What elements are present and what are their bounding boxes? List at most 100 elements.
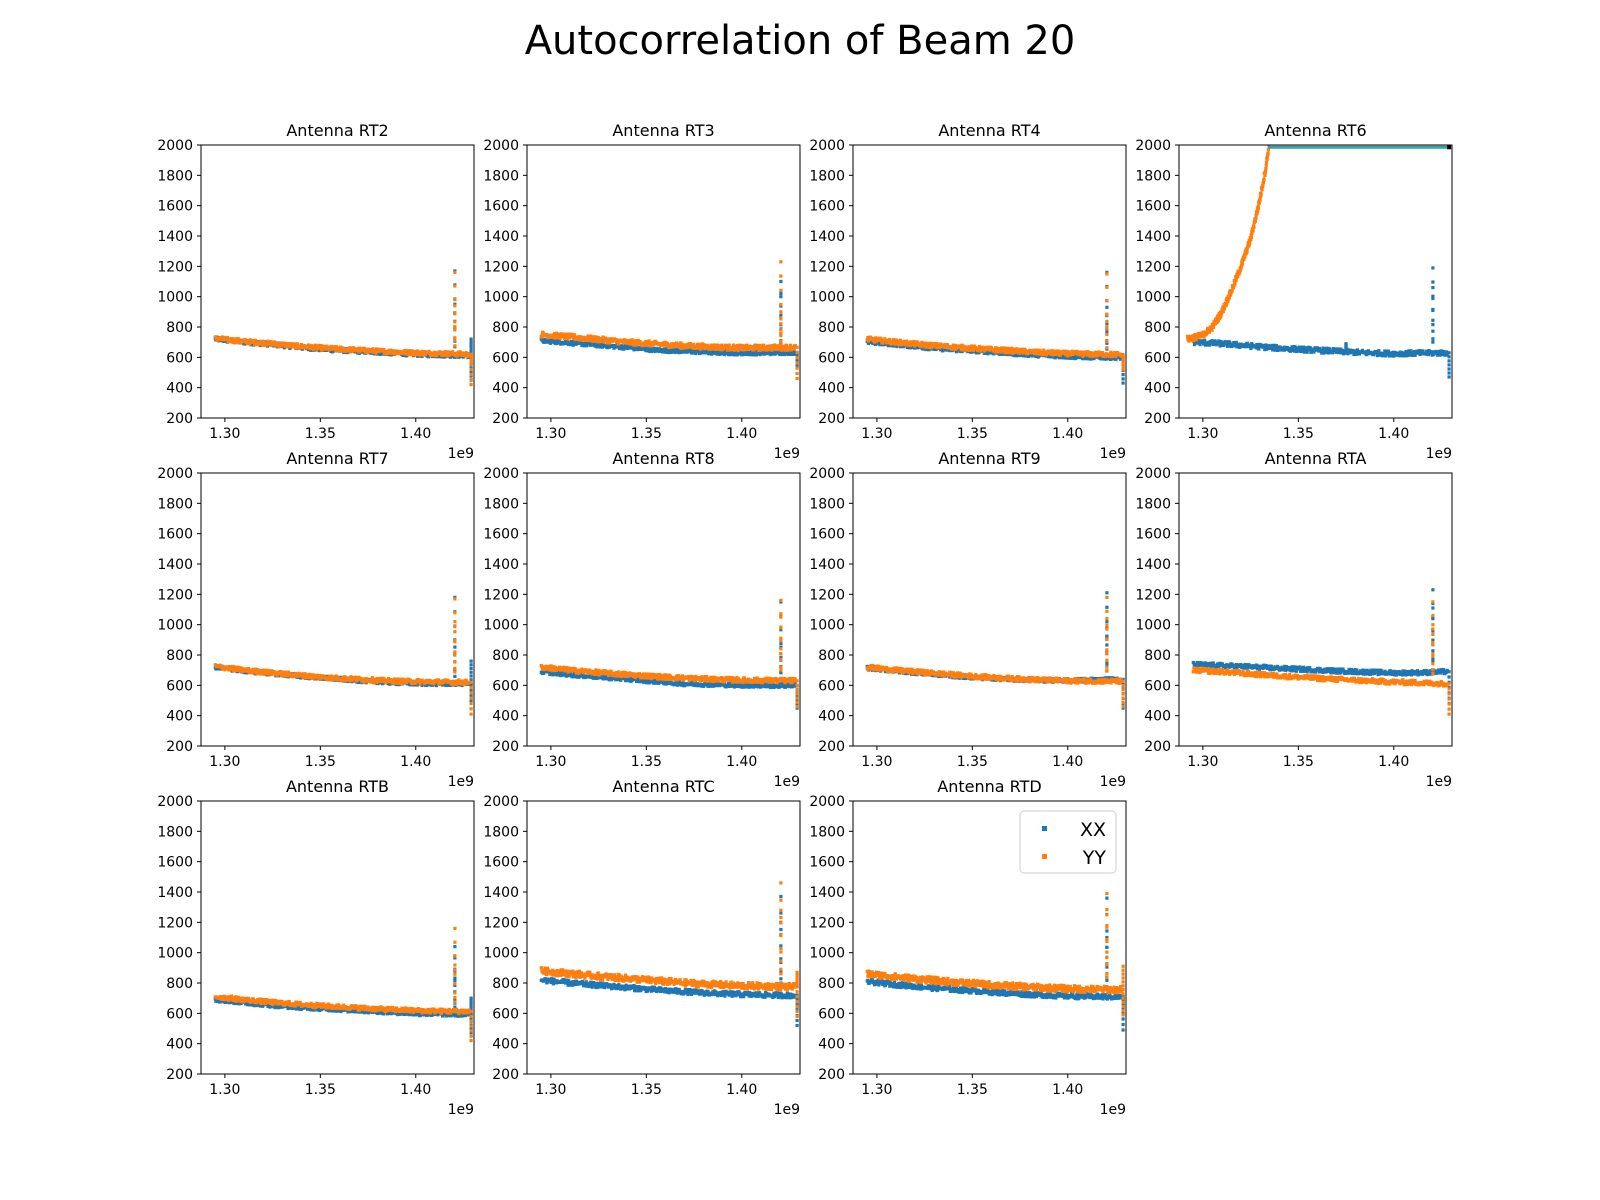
data-point [886,344,891,348]
data-point [719,348,723,352]
spike-point [453,298,457,302]
data-point [414,352,419,356]
spike-point [779,334,783,338]
data-point [727,343,731,347]
data-point [1006,346,1010,350]
data-point [424,352,428,357]
data-point [962,344,966,348]
x-offset-label: 1e9 [448,446,474,462]
data-point [757,348,761,352]
spike-point [1121,377,1125,381]
data-point [383,352,387,356]
data-point [1111,354,1115,359]
y-tick-label: 2000 [483,138,519,154]
plot-area [539,260,799,381]
data-point [458,350,462,354]
data-point [874,336,878,340]
data-point [770,348,774,352]
data-point [925,348,929,352]
data-point [604,336,608,340]
data-point [774,347,778,352]
data-point [789,348,793,352]
y-tick-label: 200 [492,411,519,427]
data-point [248,342,252,346]
panel-title: Antenna RT3 [612,121,714,140]
data-point [762,343,766,347]
spike-point [469,352,473,356]
spike-point [779,316,783,320]
data-point [908,346,912,350]
spike-point [469,383,473,387]
data-point [977,344,981,349]
spike-point [469,348,473,352]
data-point [1081,354,1085,358]
data-point [542,340,546,344]
data-point [1012,354,1016,358]
data-point [540,337,545,341]
data-point [691,342,695,346]
data-point [1034,354,1038,358]
data-point [954,347,958,351]
spike-point [795,357,799,362]
spike-point [469,340,473,344]
data-point [866,339,871,343]
y-tick-label: 800 [492,320,519,336]
data-point [570,340,574,344]
data-point [597,340,602,344]
data-point [404,348,408,352]
data-point [408,349,412,353]
data-point [350,349,354,354]
data-point [1119,357,1123,361]
spike-point [795,377,799,381]
data-point [1064,349,1068,353]
spike-point [1105,322,1109,326]
data-point [279,341,283,345]
spike-point [469,370,473,374]
data-point [674,341,679,345]
data-point [922,345,926,349]
spike-point [453,325,457,329]
data-point [979,349,983,353]
data-point [679,346,683,350]
data-point [793,352,797,356]
data-point [794,345,797,349]
data-point [895,344,899,349]
y-tick-label: 1200 [483,259,519,275]
y-tick-label: 1800 [157,168,193,184]
data-point [939,342,943,346]
x-tick-label: 1.40 [400,426,431,442]
x-tick-label: 1.35 [631,426,662,442]
data-point [1000,346,1004,350]
spike-point [779,260,783,264]
spike-point [469,345,473,349]
data-point [671,345,675,349]
data-point [955,349,959,354]
series-yy [539,260,799,381]
spike-point [795,371,799,375]
data-point [617,341,621,345]
data-point [650,349,654,354]
spike-point [469,337,473,341]
data-point [555,341,559,345]
spike-point [1105,305,1109,309]
data-point [468,353,471,356]
data-point [1008,347,1012,351]
x-offset-label: 1e9 [774,446,800,462]
data-point [670,350,674,354]
data-point [225,336,229,340]
data-point [308,347,313,351]
data-point [652,346,656,350]
data-point [709,347,713,351]
data-point [232,337,236,341]
data-point [403,352,407,356]
data-point [362,347,366,351]
series-xx [213,269,473,382]
data-point [951,343,955,347]
data-point [589,334,593,338]
x-tick-label: 1.30 [535,426,566,442]
data-point [1114,354,1118,359]
data-point [258,343,262,348]
spike-point [1121,381,1125,385]
data-point [896,339,900,343]
